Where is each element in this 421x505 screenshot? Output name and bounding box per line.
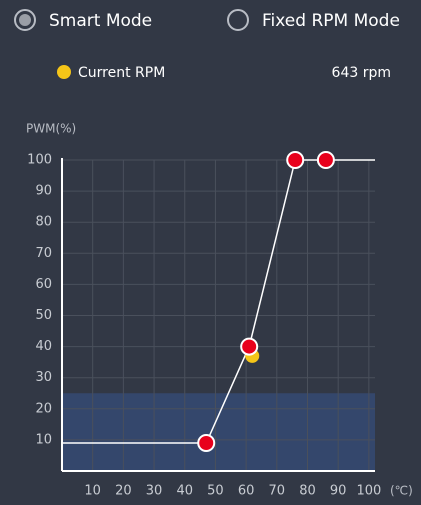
y-tick-label: 60 bbox=[35, 277, 52, 292]
y-tick-label: 50 bbox=[35, 308, 52, 323]
x-axis-label: (℃) bbox=[390, 484, 413, 498]
y-tick-label: 30 bbox=[35, 370, 52, 385]
x-tick-label: 60 bbox=[238, 484, 255, 499]
x-tick-label: 90 bbox=[330, 484, 347, 499]
x-tick-label: 50 bbox=[207, 484, 224, 499]
legend-label: Current RPM bbox=[78, 65, 165, 81]
curve-point[interactable] bbox=[286, 151, 305, 169]
x-tick-label: 30 bbox=[146, 484, 163, 499]
x-tick-label: 80 bbox=[299, 484, 316, 499]
x-tick-label: 40 bbox=[176, 484, 193, 499]
legend-marker bbox=[57, 65, 71, 79]
y-tick-label: 10 bbox=[35, 432, 52, 447]
x-tick-label: 70 bbox=[269, 484, 286, 499]
y-tick-label: 90 bbox=[35, 184, 52, 199]
low-zone bbox=[62, 393, 375, 471]
curve-point[interactable] bbox=[197, 434, 216, 453]
mode-label[interactable]: Smart Mode bbox=[49, 11, 152, 31]
y-tick-label: 80 bbox=[35, 215, 52, 230]
x-tick-label: 10 bbox=[84, 484, 101, 499]
rpm-value: 643 rpm bbox=[332, 65, 391, 81]
y-tick-label: 40 bbox=[35, 339, 52, 354]
radio-dot bbox=[19, 14, 31, 26]
mode-label[interactable]: Fixed RPM Mode bbox=[262, 11, 400, 31]
curve-point[interactable] bbox=[316, 151, 335, 169]
y-tick-label: 70 bbox=[35, 246, 52, 261]
y-tick-label: 100 bbox=[27, 153, 52, 168]
y-tick-label: 20 bbox=[35, 401, 52, 416]
x-tick-label: 20 bbox=[115, 484, 132, 499]
curve-point[interactable] bbox=[240, 337, 259, 356]
x-tick-label: 100 bbox=[356, 484, 381, 499]
radio-button[interactable] bbox=[227, 9, 249, 31]
radio-button[interactable] bbox=[14, 9, 36, 31]
y-axis-label: PWM(%) bbox=[26, 122, 76, 136]
